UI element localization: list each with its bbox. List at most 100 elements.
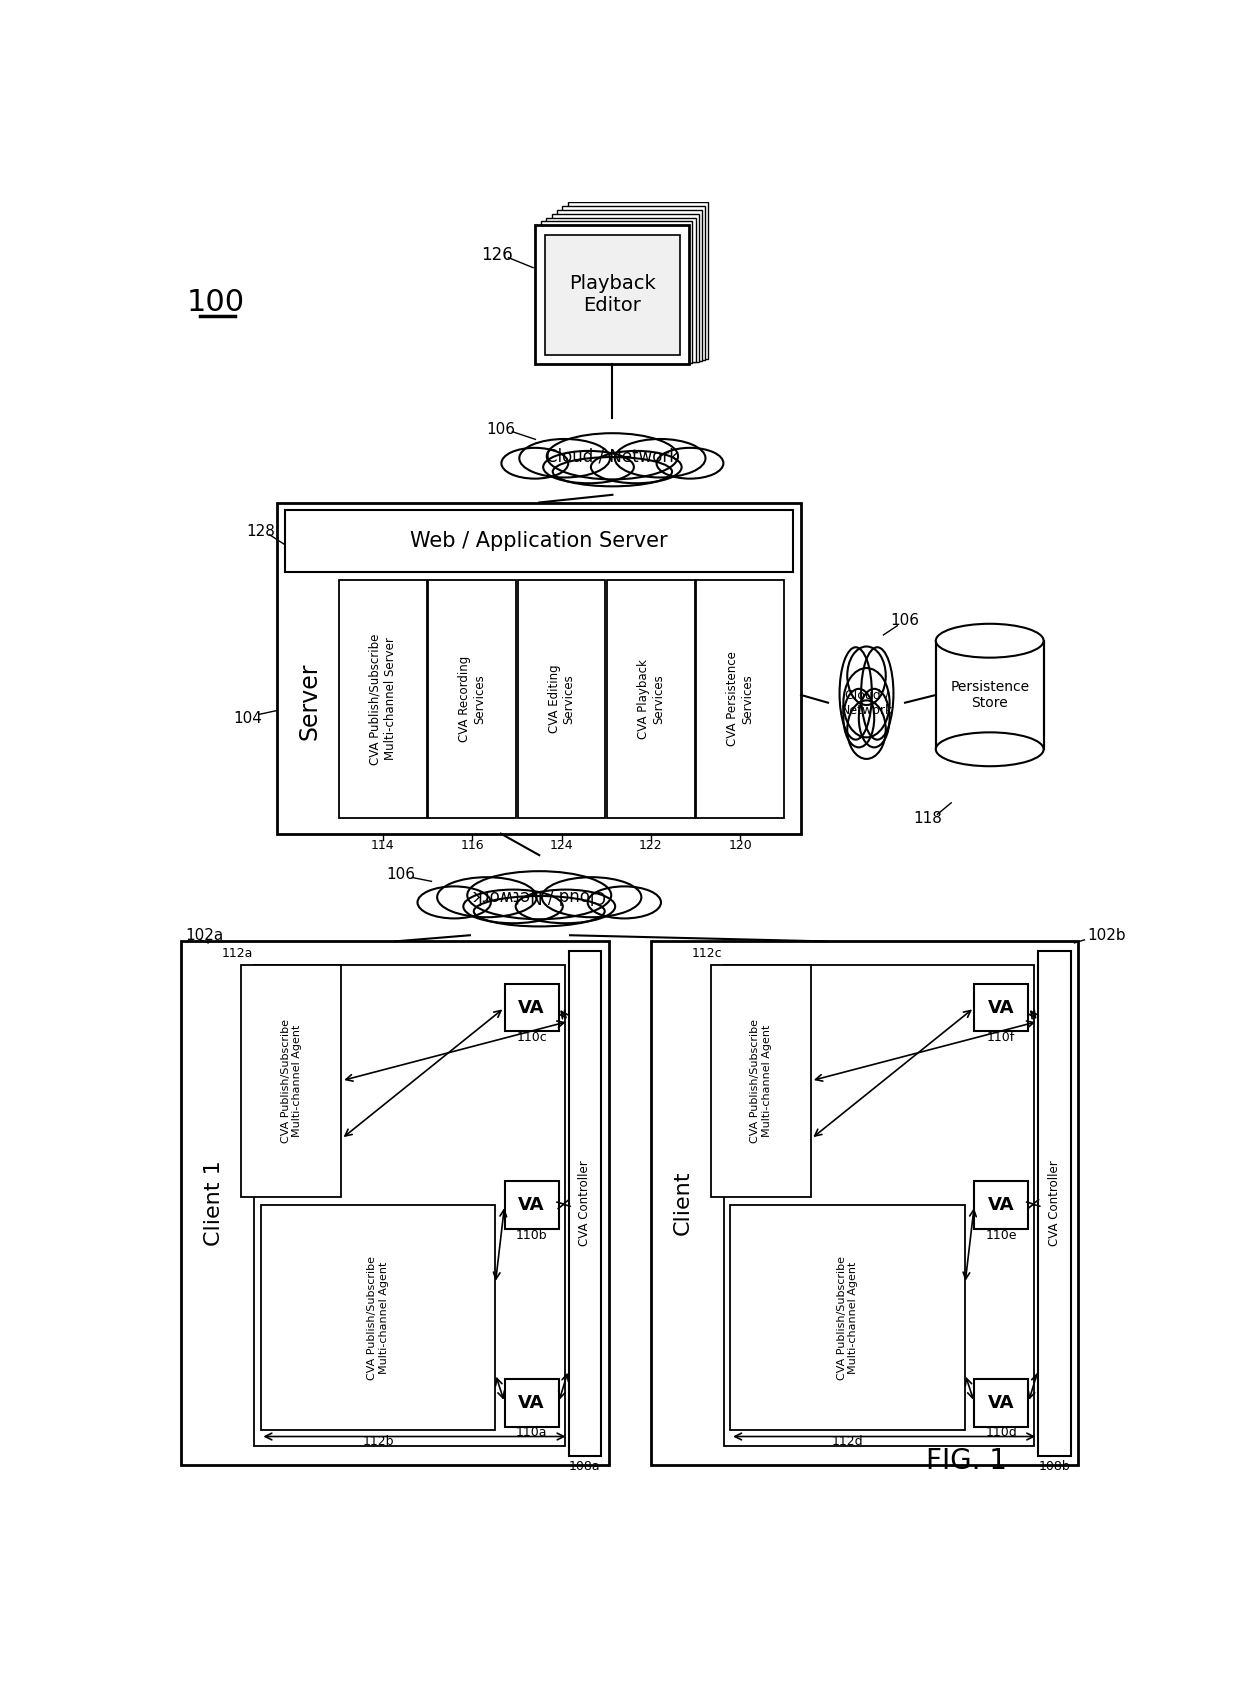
Text: Cloud /
Network: Cloud / Network (841, 689, 893, 716)
Text: 126: 126 (481, 246, 513, 263)
Text: VA: VA (988, 1196, 1014, 1215)
Ellipse shape (418, 886, 491, 918)
Bar (557, 211, 702, 361)
Bar (285, 511, 794, 571)
Text: 106: 106 (386, 866, 415, 881)
Bar (975, 1181, 1028, 1228)
Text: 110e: 110e (986, 1228, 1017, 1242)
Ellipse shape (501, 448, 568, 479)
Bar (505, 1181, 558, 1228)
Ellipse shape (547, 433, 678, 480)
Bar (1038, 950, 1070, 1456)
Ellipse shape (542, 878, 641, 917)
Bar (975, 1378, 1028, 1427)
Bar (608, 580, 694, 819)
Text: VA: VA (518, 1393, 544, 1412)
Bar (711, 964, 811, 1196)
Bar (242, 964, 341, 1196)
Ellipse shape (474, 896, 605, 927)
Ellipse shape (843, 689, 874, 748)
Ellipse shape (464, 890, 563, 923)
Text: CVA Controller: CVA Controller (1048, 1161, 1061, 1247)
Text: 112c: 112c (692, 947, 723, 960)
Text: 110b: 110b (516, 1228, 547, 1242)
Text: 108a: 108a (569, 1459, 600, 1473)
Text: Client: Client (673, 1171, 693, 1235)
Bar (517, 580, 605, 819)
Text: 116: 116 (460, 839, 484, 853)
Text: 108b: 108b (1039, 1459, 1070, 1473)
Bar (536, 226, 689, 364)
Ellipse shape (588, 886, 661, 918)
Bar (505, 984, 558, 1031)
Bar (181, 942, 609, 1464)
Bar (544, 234, 681, 354)
Ellipse shape (656, 448, 723, 479)
Ellipse shape (839, 647, 872, 740)
Bar (724, 964, 1034, 1446)
Bar (697, 580, 784, 819)
Text: 110a: 110a (516, 1426, 547, 1439)
Text: CVA Publish/Subscribe
Multi-channel Agent: CVA Publish/Subscribe Multi-channel Agen… (750, 1019, 771, 1142)
Text: CVA Publish/Subscribe
Multi-channel Agent: CVA Publish/Subscribe Multi-channel Agen… (280, 1019, 303, 1142)
Bar (936, 640, 1044, 750)
Bar (254, 964, 564, 1446)
Ellipse shape (516, 890, 615, 923)
Ellipse shape (615, 440, 706, 477)
Text: CVA Publish/Subscribe
Multi-channel Server: CVA Publish/Subscribe Multi-channel Serv… (370, 634, 397, 765)
Ellipse shape (936, 623, 1044, 657)
Bar (730, 1205, 965, 1431)
Text: 106: 106 (890, 613, 920, 629)
Text: CVA Playback
Services: CVA Playback Services (637, 659, 665, 738)
Ellipse shape (553, 457, 672, 487)
Text: CVA Controller: CVA Controller (578, 1161, 591, 1247)
Text: Persistence
Store: Persistence Store (950, 681, 1029, 709)
Text: 112a: 112a (222, 947, 253, 960)
Bar (505, 1378, 558, 1427)
Text: CVA Editing
Services: CVA Editing Services (548, 664, 575, 733)
Bar (568, 950, 601, 1456)
Bar (546, 217, 696, 362)
Text: Playback
Editor: Playback Editor (569, 275, 656, 315)
Text: 102b: 102b (1087, 928, 1126, 942)
Text: Client 1: Client 1 (203, 1161, 223, 1247)
Text: CVA Persistence
Services: CVA Persistence Services (727, 652, 754, 746)
Text: Server: Server (298, 662, 322, 740)
Text: 124: 124 (549, 839, 573, 853)
Text: Cloud / Network: Cloud / Network (472, 886, 606, 905)
Bar (278, 502, 801, 834)
Ellipse shape (859, 689, 889, 748)
Ellipse shape (847, 701, 885, 758)
Text: 128: 128 (246, 524, 275, 539)
Bar (975, 984, 1028, 1031)
Bar (651, 942, 1079, 1464)
Text: 110d: 110d (986, 1426, 1017, 1439)
Bar (552, 214, 698, 362)
Text: 102a: 102a (185, 928, 223, 942)
Text: 110c: 110c (516, 1031, 547, 1045)
Text: CVA Publish/Subscribe
Multi-channel Agent: CVA Publish/Subscribe Multi-channel Agen… (367, 1255, 388, 1380)
Text: 114: 114 (371, 839, 394, 853)
Ellipse shape (543, 452, 634, 484)
Text: 122: 122 (639, 839, 662, 853)
Text: 112b: 112b (362, 1434, 393, 1447)
Text: CVA Publish/Subscribe
Multi-channel Agent: CVA Publish/Subscribe Multi-channel Agen… (837, 1255, 858, 1380)
Bar (339, 580, 427, 819)
Text: 100: 100 (187, 288, 246, 317)
Text: 118: 118 (914, 810, 942, 826)
Ellipse shape (847, 647, 885, 704)
Text: 110f: 110f (987, 1031, 1016, 1045)
Bar (563, 206, 704, 361)
Bar (568, 202, 708, 359)
Ellipse shape (520, 440, 610, 477)
Text: CVA Recording
Services: CVA Recording Services (459, 655, 486, 741)
Bar (260, 1205, 495, 1431)
Ellipse shape (936, 733, 1044, 767)
Bar (541, 221, 692, 364)
Ellipse shape (861, 647, 894, 740)
Ellipse shape (843, 667, 889, 738)
Text: Web / Application Server: Web / Application Server (410, 531, 668, 551)
Text: VA: VA (988, 1393, 1014, 1412)
Text: 112d: 112d (832, 1434, 863, 1447)
Text: VA: VA (518, 999, 544, 1016)
